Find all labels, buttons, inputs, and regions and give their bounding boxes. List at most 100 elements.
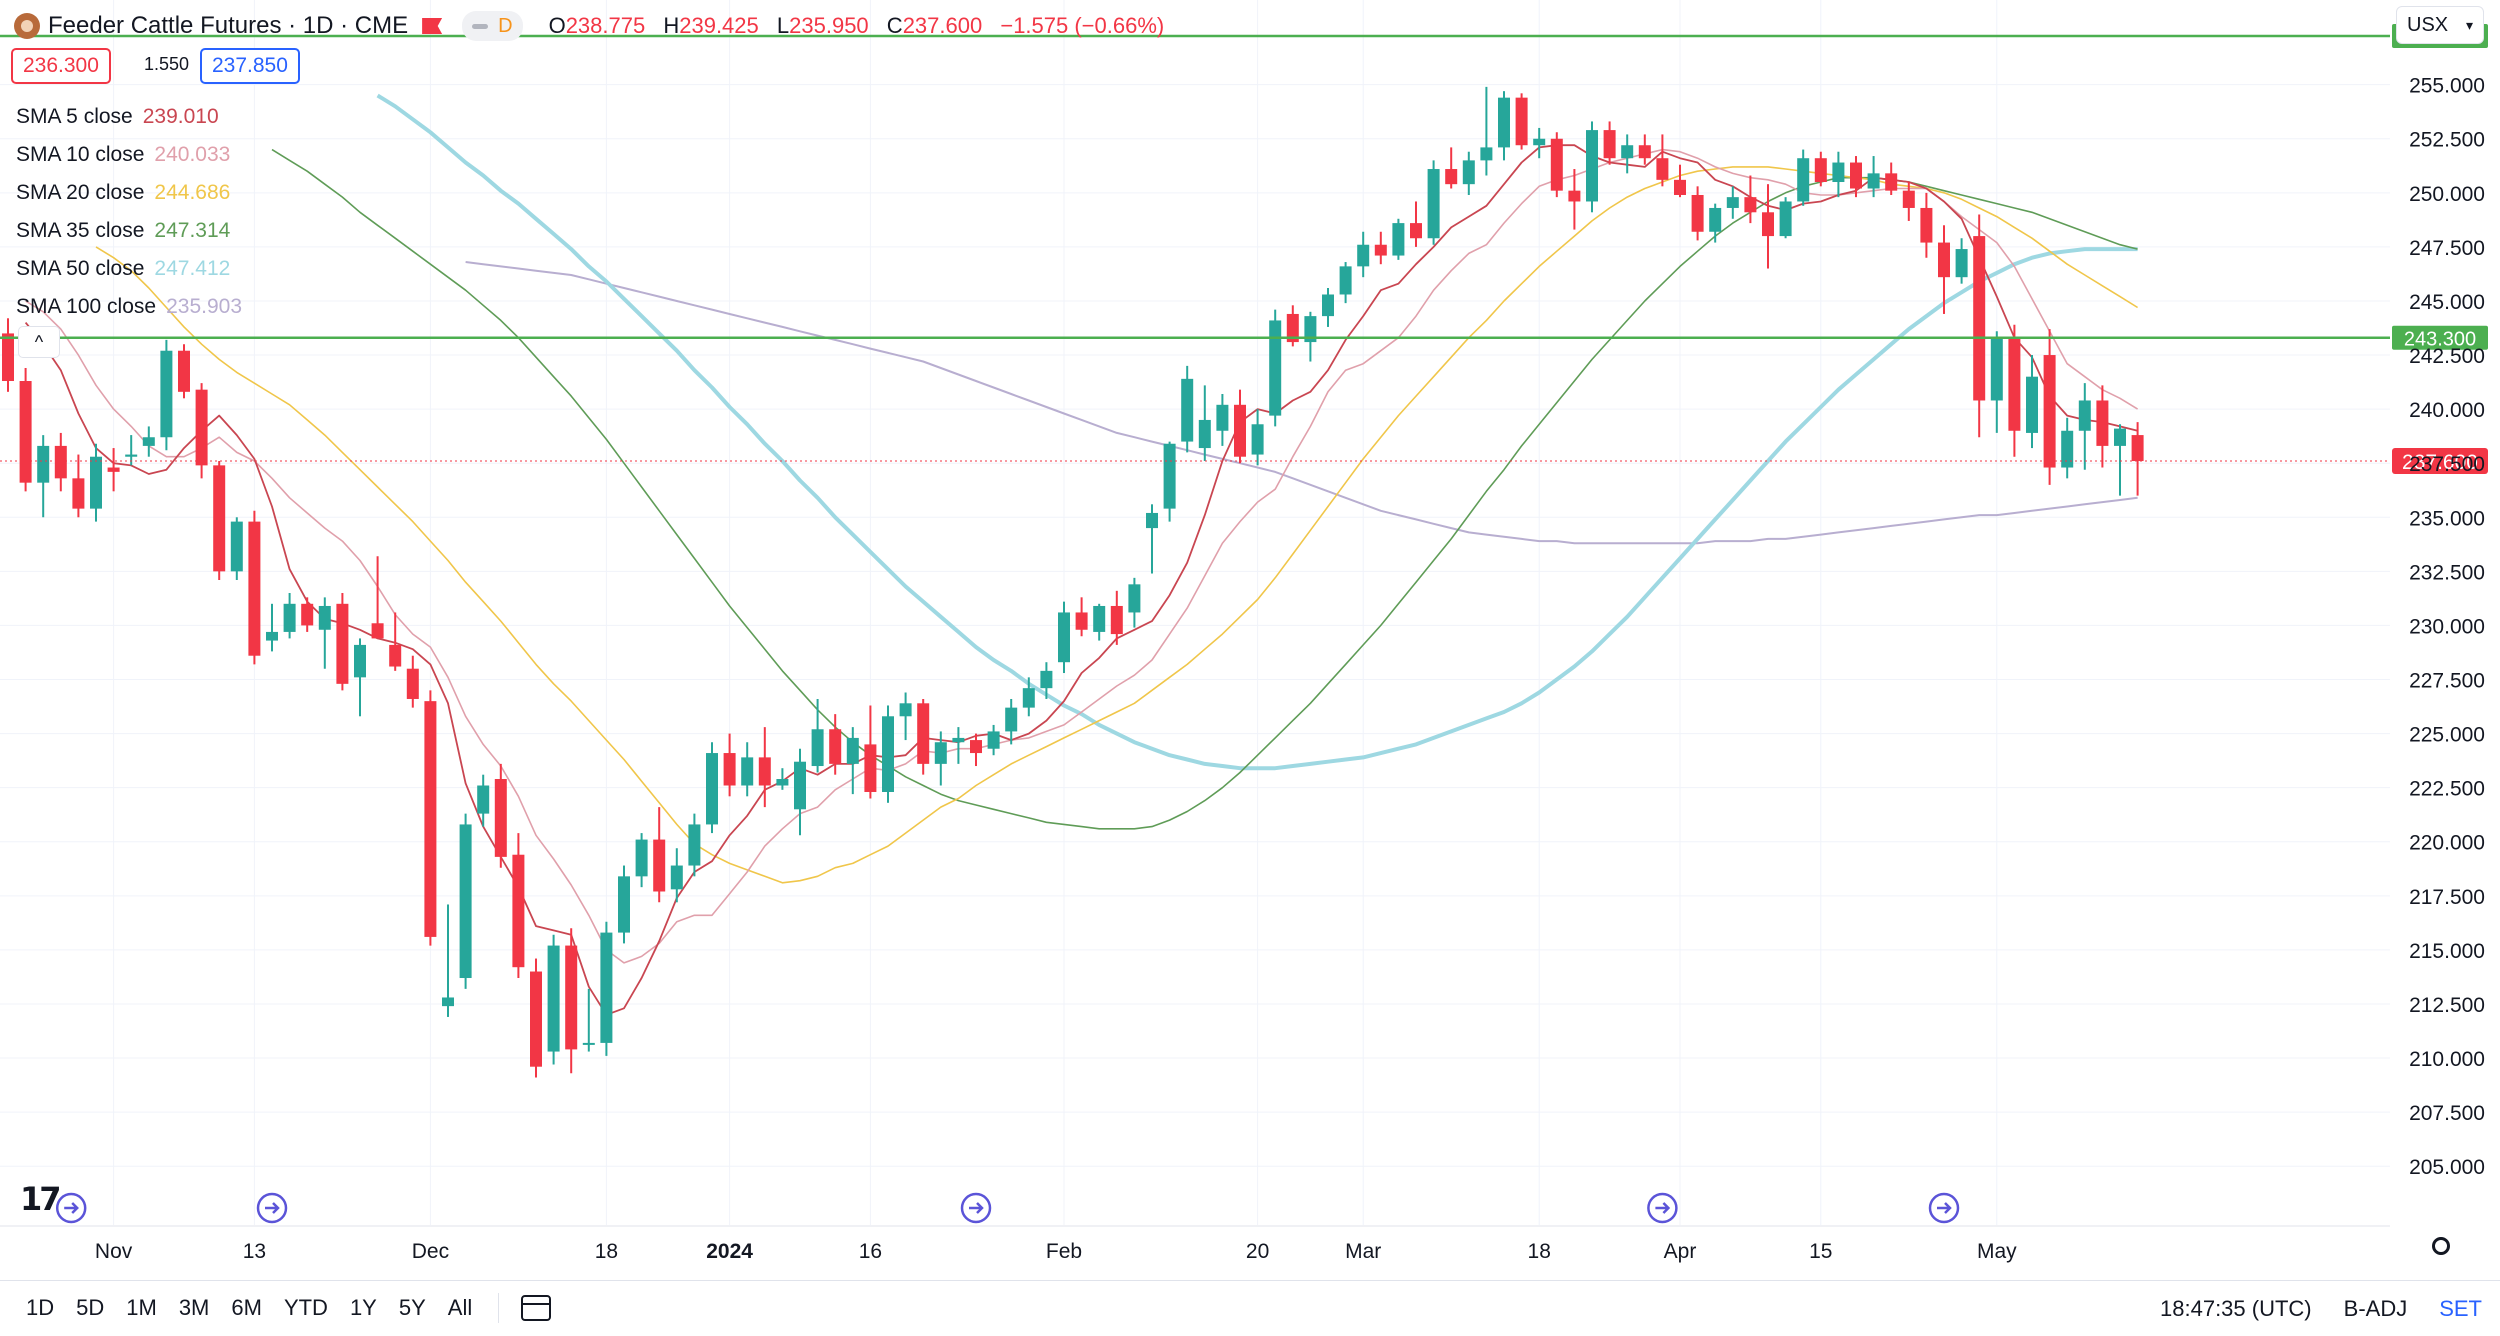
candle-body	[1814, 158, 1827, 183]
candle-body	[723, 753, 736, 786]
candle-body	[987, 731, 1000, 749]
last-price-label: 237.600	[2402, 451, 2478, 474]
legend-row[interactable]: SMA 50 close 247.412	[16, 250, 242, 288]
open-label: O	[548, 13, 566, 38]
candle-body	[1797, 158, 1810, 202]
sma50-line	[376, 93, 2138, 771]
buy-price-button[interactable]: 237.850	[200, 48, 300, 84]
legend-row[interactable]: SMA 10 close 240.033	[16, 136, 242, 174]
sell-price-button[interactable]: 236.300	[11, 48, 111, 84]
candle-body	[1709, 207, 1722, 232]
range-5d-button[interactable]: 5D	[76, 1295, 105, 1320]
candle-body	[1181, 378, 1194, 442]
candle-body	[1163, 443, 1176, 509]
candle-body	[459, 824, 472, 979]
range-1d-button[interactable]: 1D	[26, 1295, 55, 1320]
y-tick-label: 205.000	[2409, 1156, 2485, 1179]
x-tick-label: 15	[1809, 1240, 1832, 1263]
candle-body	[1022, 688, 1035, 708]
candle-body	[230, 521, 243, 572]
candlesticks	[2, 86, 2144, 1078]
candle-body	[1462, 160, 1475, 185]
range-1m-button[interactable]: 1M	[126, 1295, 157, 1320]
y-tick-label: 245.000	[2409, 291, 2485, 314]
candle-body	[1779, 201, 1792, 237]
candle-body	[1374, 244, 1387, 256]
sma20-line	[95, 166, 2139, 884]
legend-label: SMA 5 close	[16, 105, 133, 128]
expiry-marker-icon[interactable]	[256, 1192, 288, 1224]
range-3m-button[interactable]: 3M	[178, 1295, 210, 1320]
range-5y-button[interactable]: 5Y	[398, 1295, 426, 1320]
chevron-down-icon: ▾	[2465, 16, 2473, 33]
candle-body	[582, 1042, 595, 1045]
candle-body	[1938, 242, 1950, 278]
expiry-marker-icon[interactable]	[960, 1192, 992, 1224]
candle-body	[19, 381, 32, 483]
candle-body	[706, 753, 718, 825]
range-1y-button[interactable]: 1Y	[349, 1295, 377, 1320]
candle-body	[1480, 147, 1493, 161]
candle-body	[1146, 512, 1158, 529]
candle-body	[354, 644, 366, 678]
adjustment-toggle[interactable]: B-ADJ	[2343, 1295, 2408, 1321]
y-tick-label: 230.000	[2409, 615, 2485, 638]
candle-body	[1832, 162, 1845, 183]
candle-body	[952, 737, 965, 743]
candle-body	[882, 716, 894, 792]
candle-body	[494, 779, 507, 857]
high-label: H	[663, 13, 680, 38]
candle-body	[1638, 145, 1651, 159]
y-tick-label: 220.000	[2409, 832, 2485, 855]
candle-body	[72, 478, 85, 509]
candle-body	[54, 445, 67, 479]
symbol-title[interactable]: Feeder Cattle Futures · 1D · CME	[48, 12, 409, 39]
candle-body	[371, 623, 384, 639]
candle-body	[1005, 707, 1018, 732]
y-tick-label: 232.500	[2409, 561, 2485, 584]
tradingview-logo-icon[interactable]: 17	[20, 1180, 61, 1218]
expiry-marker-icon[interactable]	[1928, 1192, 1960, 1224]
period-badge-label: D	[498, 14, 513, 37]
legend-row[interactable]: SMA 35 close 247.314	[16, 212, 242, 250]
range-all-button[interactable]: All	[447, 1295, 473, 1320]
legend-row[interactable]: SMA 100 close 235.903	[16, 288, 242, 326]
price-axis: 205.000 207.500 210.000 212.500 215.000 217.5…	[2409, 75, 2485, 1180]
y-tick-label: 212.500	[2409, 994, 2485, 1017]
y-tick-label: 240.000	[2409, 399, 2485, 422]
expiry-marker-icon[interactable]	[55, 1192, 87, 1224]
candle-body	[1674, 179, 1686, 195]
legend-value: 240.033	[154, 143, 231, 166]
range-6m-button[interactable]: 6M	[231, 1295, 262, 1320]
y-tick-label: 207.500	[2409, 1102, 2485, 1125]
expiry-marker-icon[interactable]	[1647, 1192, 1678, 1224]
collapse-legend-button[interactable]: ^	[18, 326, 60, 358]
candle-body	[406, 668, 419, 699]
x-tick-label: 2024	[706, 1240, 753, 1263]
x-tick-label: Nov	[95, 1240, 133, 1263]
calendar-icon[interactable]	[521, 1295, 552, 1321]
last-price-label-bg	[2392, 448, 2488, 475]
candle-body	[618, 876, 630, 933]
candle-body	[1621, 145, 1634, 159]
candle-body	[512, 854, 525, 968]
settlement-toggle[interactable]: SET	[2439, 1295, 2482, 1321]
horizontal-line-label-bg	[2392, 325, 2488, 350]
legend-row[interactable]: SMA 20 close 244.686	[16, 174, 242, 212]
candle-body	[829, 729, 842, 764]
currency-select[interactable]: USX ▾	[2396, 6, 2484, 44]
candle-body	[1392, 223, 1405, 256]
close-label: C	[886, 13, 903, 38]
gear-icon[interactable]	[2432, 1237, 2450, 1255]
candle-body	[301, 603, 314, 626]
legend-row[interactable]: SMA 5 close 239.010	[16, 98, 242, 136]
x-tick-label: 16	[859, 1240, 882, 1263]
candle-body	[2043, 355, 2056, 468]
candle-body	[758, 757, 771, 786]
candle-body	[318, 605, 331, 630]
clock-time[interactable]: 18:47:35 (UTC)	[2160, 1295, 2312, 1321]
candle-body	[1304, 316, 1317, 343]
candle-body	[1445, 169, 1458, 185]
range-ytd-button[interactable]: YTD	[283, 1295, 328, 1320]
